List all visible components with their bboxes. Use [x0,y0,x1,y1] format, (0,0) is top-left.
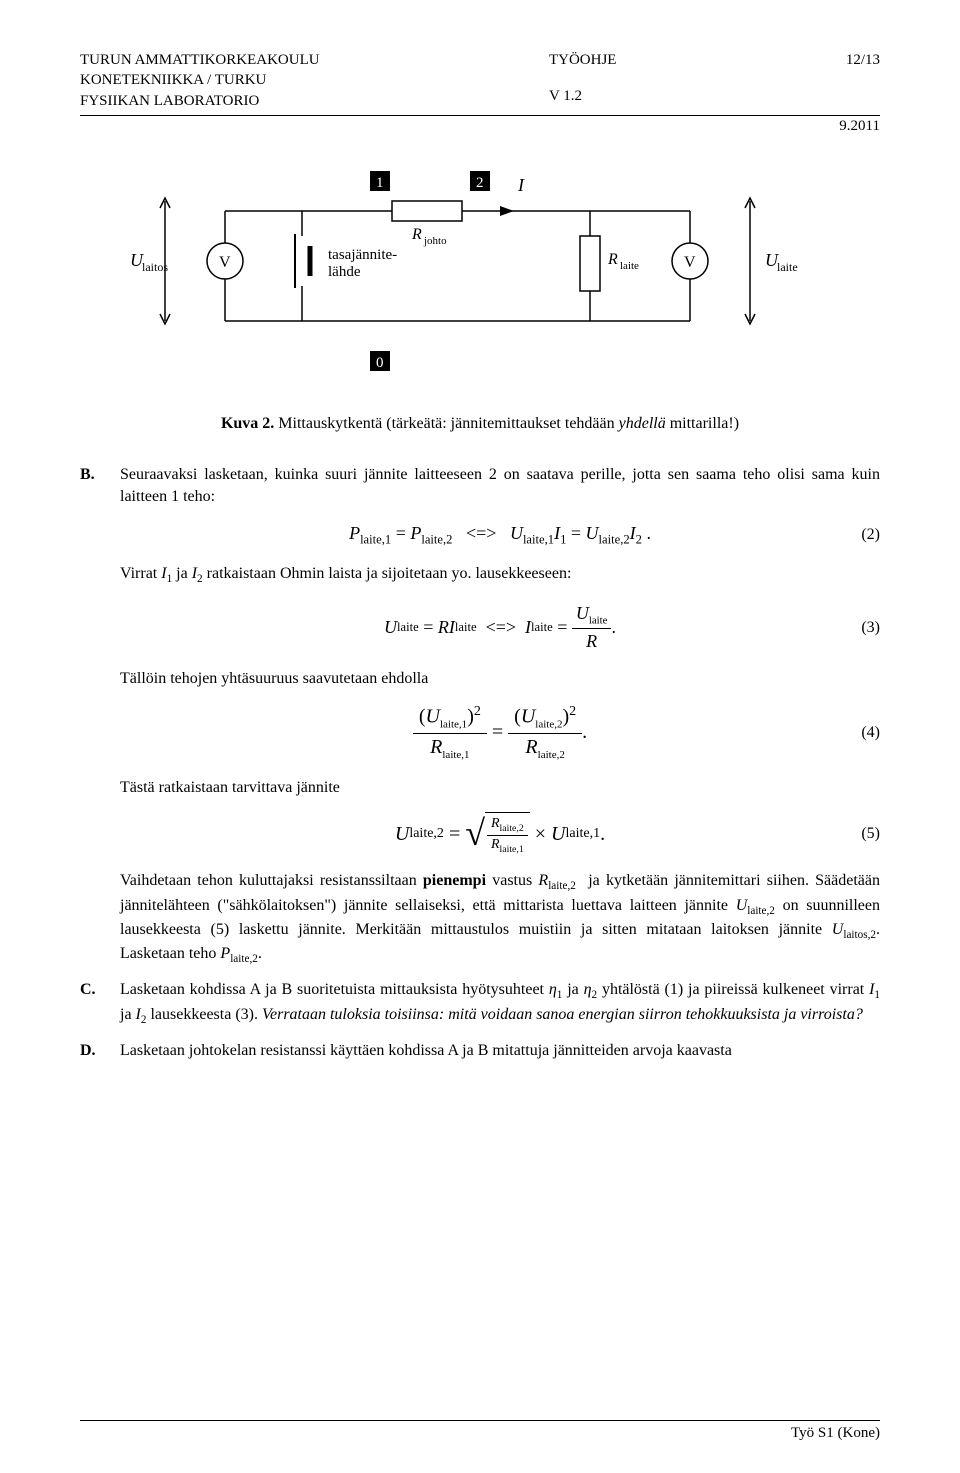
section-c-body: Lasketaan kohdissa A ja B suoritetuista … [120,979,880,1028]
svg-text:I: I [517,175,525,195]
page-header: TURUN AMMATTIKORKEAKOULU KONETEKNIIKKA /… [80,50,880,111]
equation-2: Plaite,1 = Plaite,2 <=> Ulaite,1I1 = Ula… [120,521,880,549]
svg-text:R: R [411,226,422,243]
eq2-num: (2) [861,524,880,546]
eq4-num: (4) [861,722,880,744]
section-c-question: Verrataan tuloksia toisiinsa: mitä voida… [262,1006,863,1023]
page: TURUN AMMATTIKORKEAKOULU KONETEKNIIKKA /… [0,0,960,1473]
section-b-body: Seuraavaksi lasketaan, kuinka suuri jänn… [120,464,880,967]
section-c: C. Lasketaan kohdissa A ja B suoritetuis… [80,979,880,1028]
svg-text:R: R [607,251,618,268]
section-b-p3: Tällöin tehojen yhtäsuuruus saavutetaan … [120,668,880,690]
header-org: TURUN AMMATTIKORKEAKOULU [80,50,320,70]
header-version: V 1.2 [549,86,617,106]
section-d-body: Lasketaan johtokelan resistanssi käyttäe… [120,1040,880,1062]
section-b-label: B. [80,464,120,486]
eq3-num: (3) [861,617,880,639]
svg-text:2: 2 [476,175,484,191]
section-b-p1: Seuraavaksi lasketaan, kuinka suuri jänn… [120,464,880,507]
header-mid: TYÖOHJE V 1.2 [549,50,617,111]
svg-text:laitos: laitos [142,260,168,274]
section-c-label: C. [80,979,120,1001]
svg-text:laite: laite [620,260,639,272]
header-pagenum: 12/13 [846,50,880,70]
header-date: 9.2011 [80,116,880,136]
equation-4: (Ulaite,1)2 Rlaite,1 = (Ulaite,2)2 Rlait… [120,703,880,762]
caption-prefix: Kuva 2. [221,415,274,432]
header-lab: FYSIIKAN LABORATORIO [80,91,320,111]
circuit-svg: U laitos V tasajännite- lähde R [130,156,830,386]
equation-3: Ulaite = RIlaite <=> Ilaite = Ulaite R .… [120,601,880,653]
svg-text:V: V [684,254,696,271]
caption-suffix: mittarilla!) [666,415,739,432]
section-b-p2: Virrat I1 ja I2 ratkaistaan Ohmin laista… [120,563,880,587]
circuit-figure: U laitos V tasajännite- lähde R [130,156,830,393]
figure-caption: Kuva 2. Mittauskytkentä (tärkeätä: jänni… [80,413,880,435]
svg-text:tasajännite-: tasajännite- [328,247,397,263]
svg-text:johto: johto [423,235,447,247]
page-footer: Työ S1 (Kone) [80,1420,880,1443]
svg-text:laite: laite [777,260,798,274]
header-left: TURUN AMMATTIKORKEAKOULU KONETEKNIIKKA /… [80,50,320,111]
header-dept: KONETEKNIIKKA / TURKU [80,70,320,90]
section-b: B. Seuraavaksi lasketaan, kuinka suuri j… [80,464,880,967]
section-d-label: D. [80,1040,120,1062]
footer-rule [80,1420,880,1421]
section-b-p5: Vaihdetaan tehon kuluttajaksi resistanss… [120,870,880,967]
caption-ital: yhdellä [619,415,666,432]
header-doctype: TYÖOHJE [549,50,617,70]
section-b-p4: Tästä ratkaistaan tarvittava jännite [120,777,880,799]
caption-text: Mittauskytkentä (tärkeätä: jännitemittau… [274,415,618,432]
section-d: D. Lasketaan johtokelan resistanssi käyt… [80,1040,880,1062]
equation-5: Ulaite,2 = √ Rlaite,2 Rlaite,1 × Ulaite,… [120,812,880,856]
header-right: 12/13 [846,50,880,111]
svg-text:lähde: lähde [328,264,361,280]
svg-text:0: 0 [376,355,384,371]
footer-text: Työ S1 (Kone) [80,1423,880,1443]
eq5-num: (5) [861,823,880,845]
svg-text:1: 1 [376,175,384,191]
svg-text:V: V [219,254,231,271]
